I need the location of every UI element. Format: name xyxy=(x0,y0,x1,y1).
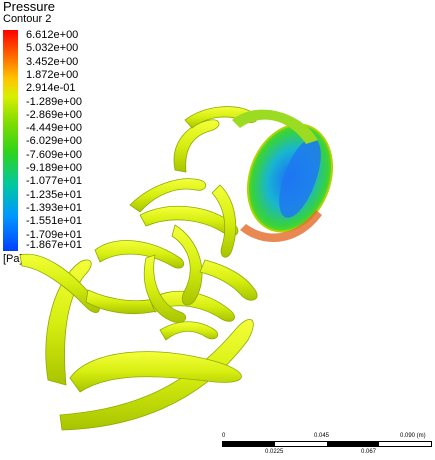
scale-tick-label: 0 xyxy=(222,433,226,439)
scale-tick-label: 0.090 (m) xyxy=(400,433,426,439)
legend-labels: 6.612e+00 5.032e+00 3.452e+00 1.872e+00 … xyxy=(26,30,96,251)
scale-bar: 0 0.045 0.090 (m) 0.0225 0.067 xyxy=(222,433,432,457)
legend-label: 3.452e+00 xyxy=(26,55,79,68)
scale-tick-label: 0.0225 xyxy=(265,449,284,455)
legend-unit: [Pa] xyxy=(3,253,23,265)
legend-label: -9.189e+00 xyxy=(26,162,82,174)
legend-label: 5.032e+00 xyxy=(26,42,79,55)
scale-bar-track xyxy=(222,441,432,447)
legend-label: -1.235e+01 xyxy=(26,188,82,201)
legend-colorbar xyxy=(3,30,18,251)
legend-label: -1.551e+01 xyxy=(26,215,82,228)
legend-label: 2.914e-01 xyxy=(26,82,76,95)
legend-label: 1.872e+00 xyxy=(26,68,79,81)
legend-label: -1.867e+01 xyxy=(26,239,82,251)
legend-subtitle: Contour 2 xyxy=(3,13,52,25)
scale-segment xyxy=(223,442,275,446)
legend-label: 6.612e+00 xyxy=(26,29,79,41)
legend-label: -2.869e+00 xyxy=(26,108,82,121)
legend-label: -4.449e+00 xyxy=(26,122,82,135)
legend-label: -1.393e+01 xyxy=(26,201,82,214)
legend-title: Pressure xyxy=(3,0,56,14)
legend-label: -6.029e+00 xyxy=(26,135,82,148)
scale-tick-label: 0.045 xyxy=(314,433,330,439)
legend-label: -7.609e+00 xyxy=(26,148,82,161)
scale-tick-label: 0.067 xyxy=(361,449,377,455)
legend-label: -1.077e+01 xyxy=(26,175,82,188)
legend-label: -1.289e+00 xyxy=(26,95,82,108)
legend-title-block: Pressure Contour 2 xyxy=(3,0,56,25)
scale-segment xyxy=(327,442,379,446)
legend-label: -1.709e+01 xyxy=(26,228,82,241)
